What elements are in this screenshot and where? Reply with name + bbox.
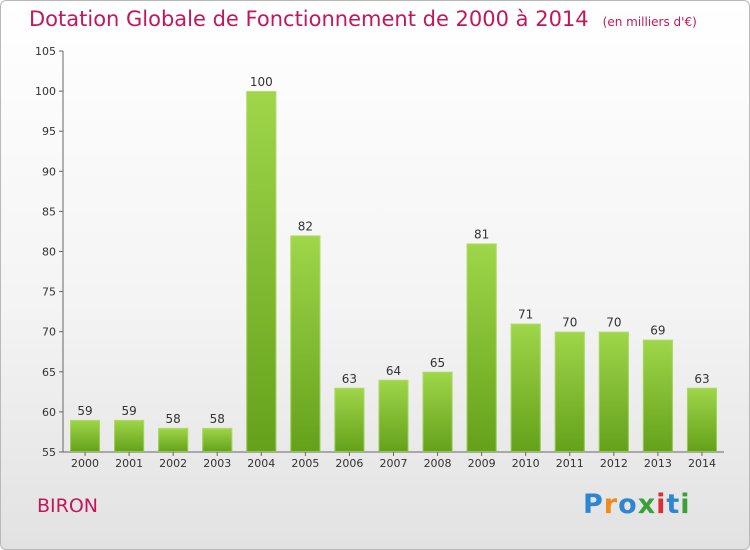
data-label: 64 [386, 364, 401, 378]
bar [70, 419, 101, 452]
x-tick-label: 2012 [600, 457, 628, 470]
x-tick-label: 2011 [556, 457, 584, 470]
logo-letter: i [656, 489, 667, 520]
bar [158, 427, 189, 452]
x-tick-label: 2008 [424, 457, 452, 470]
y-tick-label: 105 [35, 45, 56, 58]
logo-letter: o [618, 489, 638, 520]
bar-edge [202, 427, 233, 453]
x-tick-label: 2001 [115, 457, 143, 470]
chart-subtitle: (en milliers d'€) [602, 15, 697, 29]
data-label: 59 [77, 404, 92, 418]
bar [598, 331, 629, 452]
bar [510, 323, 541, 452]
data-label: 82 [298, 219, 313, 233]
x-tick-label: 2000 [71, 457, 99, 470]
data-label: 63 [694, 372, 709, 386]
y-tick-label: 75 [42, 286, 56, 299]
data-label: 69 [650, 324, 665, 338]
bar-edge [114, 419, 145, 453]
logo-letter: i [680, 489, 691, 520]
data-label: 81 [474, 227, 489, 241]
bar-edge [70, 419, 101, 453]
x-tick-label: 2009 [468, 457, 496, 470]
x-tick-label: 2013 [644, 457, 672, 470]
y-tick-label: 60 [42, 406, 56, 419]
bar [554, 331, 585, 452]
bar [290, 235, 321, 452]
x-tick-label: 2005 [291, 457, 319, 470]
data-label: 70 [606, 316, 621, 330]
y-tick-label: 100 [35, 85, 56, 98]
bar [202, 427, 233, 452]
x-tick-label: 2010 [512, 457, 540, 470]
x-tick-label: 2014 [688, 457, 716, 470]
data-label: 70 [562, 316, 577, 330]
data-label: 100 [250, 75, 273, 89]
logo-letter: t [666, 489, 681, 520]
chart-title: Dotation Globale de Fonctionnement de 20… [29, 7, 697, 31]
data-label: 65 [430, 356, 445, 370]
data-label: 58 [210, 412, 225, 426]
y-tick-label: 90 [42, 165, 56, 178]
x-tick-label: 2006 [335, 457, 363, 470]
bar [246, 91, 277, 452]
bar [334, 387, 365, 452]
logo-letter: r [603, 489, 619, 520]
y-tick-label: 85 [42, 205, 56, 218]
proxiti-logo: Proxiti [583, 489, 691, 520]
bar [466, 243, 497, 452]
bar-edge [378, 379, 409, 453]
bar-edge [422, 371, 453, 452]
x-tick-label: 2004 [247, 457, 275, 470]
x-tick-label: 2003 [203, 457, 231, 470]
bar [686, 387, 717, 452]
bar-edge [642, 339, 673, 452]
bar-edge [510, 323, 541, 452]
data-label: 58 [166, 412, 181, 426]
bar-edge [246, 91, 277, 452]
bar-edge [554, 331, 585, 453]
data-label: 63 [342, 372, 357, 386]
y-tick-label: 80 [42, 246, 56, 259]
commune-name: BIRON [37, 495, 99, 517]
bar [422, 371, 453, 452]
bar-edge [466, 243, 497, 452]
x-tick-label: 2002 [159, 457, 187, 470]
bar-edge [158, 427, 189, 453]
bar [114, 419, 145, 452]
logo-letter: P [583, 489, 604, 520]
bar-edge [290, 235, 321, 452]
y-tick-label: 70 [42, 326, 56, 339]
bar [378, 379, 409, 452]
bar-edge [686, 387, 717, 452]
title-text: Dotation Globale de Fonctionnement de 20… [29, 7, 589, 31]
x-tick-label: 2007 [380, 457, 408, 470]
y-tick-label: 55 [42, 446, 56, 459]
bar [642, 339, 673, 452]
bar-edge [598, 331, 629, 453]
y-tick-label: 65 [42, 366, 56, 379]
data-label: 59 [121, 404, 136, 418]
bar-edge [334, 387, 365, 452]
logo-letter: x [637, 489, 657, 520]
data-label: 71 [518, 308, 533, 322]
y-tick-label: 95 [42, 125, 56, 138]
